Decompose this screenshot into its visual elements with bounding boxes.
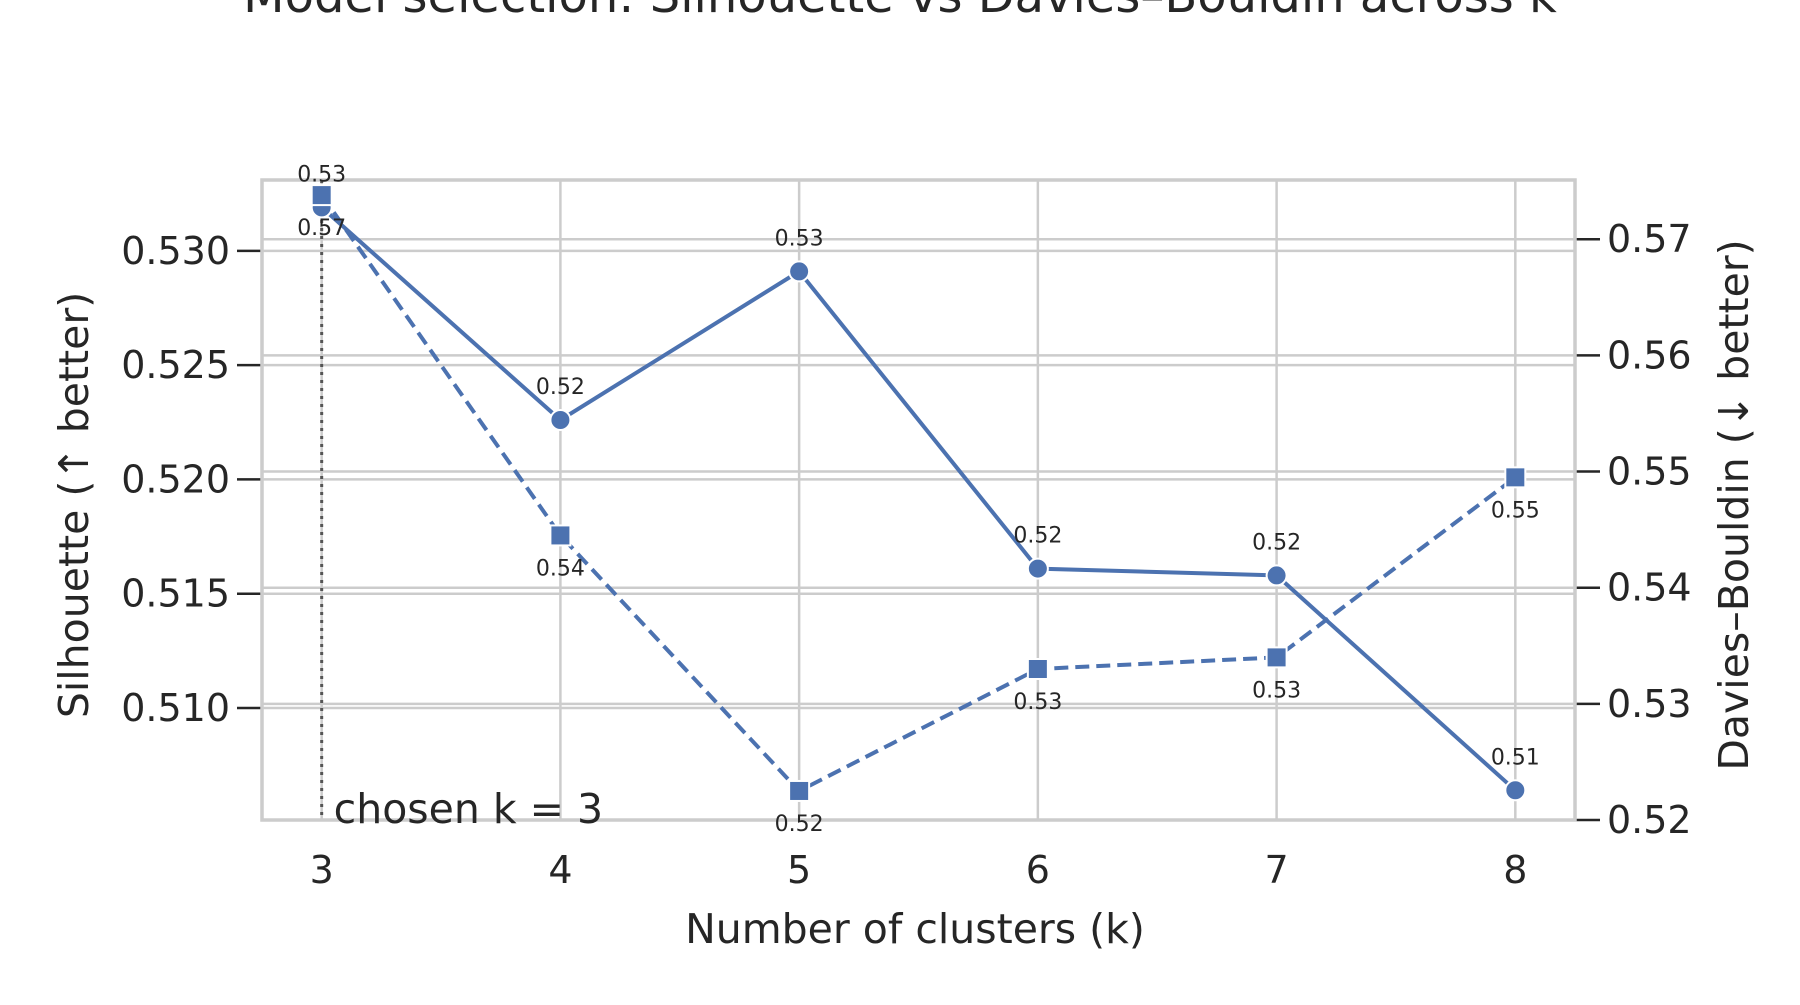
davies-bouldin-point <box>310 184 333 207</box>
y-tick-label-right: 0.57 <box>1607 217 1692 261</box>
y-tick-label-right: 0.53 <box>1607 682 1692 726</box>
silhouette-line <box>320 205 1517 792</box>
silhouette-point <box>1504 779 1527 802</box>
y-tick-label-left: 0.515 <box>121 572 230 616</box>
y-tick-label-left: 0.525 <box>121 343 230 387</box>
silhouette-data-label: 0.52 <box>536 375 585 400</box>
y-tick-label-left: 0.530 <box>121 229 230 273</box>
x-tick-label: 6 <box>1026 848 1050 892</box>
silhouette-point <box>549 409 572 431</box>
davies-bouldin-data-label: 0.53 <box>1013 690 1062 715</box>
davies-bouldin-point <box>1026 658 1049 681</box>
davies-bouldin-line <box>320 193 1517 794</box>
axes: 3 4 5 6 7 8 0.510 0.515 0.520 0.525 0.530 0.52 0.53 0… <box>121 178 1692 892</box>
x-tick-label: 5 <box>787 848 811 892</box>
davies-bouldin-point <box>1504 466 1527 489</box>
silhouette-point <box>1026 557 1049 580</box>
y-tick-label-right: 0.56 <box>1607 333 1692 377</box>
plot-frame <box>260 178 1577 822</box>
x-tick-label: 3 <box>310 848 334 892</box>
y-axis-title-right: Davies–Bouldin (↓ better) <box>1710 239 1758 770</box>
y-tick-label-right: 0.55 <box>1607 450 1692 494</box>
davies-bouldin-point <box>788 779 811 802</box>
x-tick-label: 4 <box>548 848 572 892</box>
y-tick-label-right: 0.54 <box>1607 566 1692 610</box>
davies-bouldin-point <box>1265 646 1288 669</box>
chart-title: Model selection: Silhouette vs Davies–Bo… <box>243 0 1557 24</box>
silhouette-point <box>1265 564 1288 587</box>
silhouette-data-label: 0.53 <box>775 226 824 251</box>
y-axis-title-left: Silhouette (↑ better) <box>50 292 98 718</box>
davies-bouldin-data-label: 0.54 <box>536 556 585 581</box>
x-tick-label: 8 <box>1503 848 1527 892</box>
silhouette-data-label: 0.51 <box>1491 745 1540 770</box>
davies-bouldin-point <box>549 524 572 547</box>
y-tick-label-left: 0.520 <box>121 457 230 501</box>
davies-bouldin-data-label: 0.57 <box>297 216 346 241</box>
silhouette-point <box>788 260 811 283</box>
series <box>310 184 1527 802</box>
silhouette-data-label: 0.53 <box>297 162 346 187</box>
x-tick-label: 7 <box>1264 848 1288 892</box>
davies-bouldin-data-label: 0.55 <box>1491 498 1540 523</box>
y-tick-label-right: 0.52 <box>1607 798 1692 842</box>
davies-bouldin-data-label: 0.53 <box>1252 678 1301 703</box>
chosen-k-annotation: chosen k = 3 <box>334 785 603 833</box>
x-axis-title: Number of clusters (k) <box>685 905 1145 953</box>
silhouette-data-label: 0.52 <box>1013 524 1062 549</box>
grid <box>262 180 1575 822</box>
data-labels: 0.53 0.52 0.53 0.52 0.52 0.51 0.57 0.54 0.52 0.53… <box>297 162 1540 837</box>
silhouette-data-label: 0.52 <box>1252 530 1301 555</box>
y-tick-label-left: 0.510 <box>121 686 230 730</box>
davies-bouldin-data-label: 0.52 <box>775 812 824 837</box>
